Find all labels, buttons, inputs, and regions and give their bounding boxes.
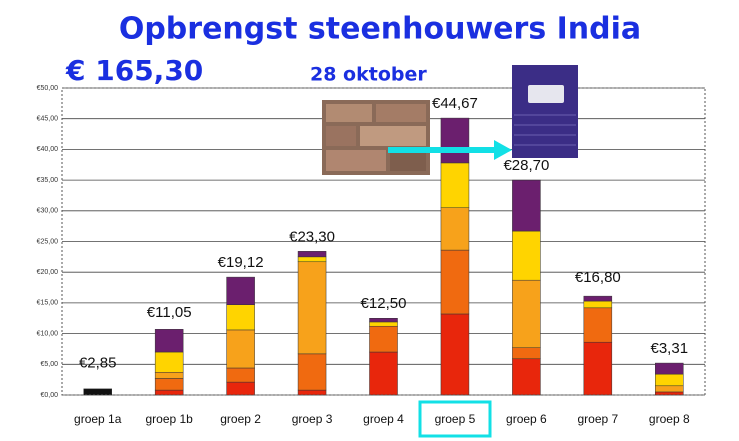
y-tick-label: €30,00 [37, 208, 59, 215]
y-tick-label: €15,00 [37, 300, 59, 307]
bar-segment [298, 262, 326, 354]
bar-segment [655, 363, 683, 374]
bar-segment [227, 277, 255, 305]
value-label: €2,85 [79, 354, 117, 371]
x-tick-label: groep 2 [220, 412, 261, 426]
bar-segment [227, 382, 255, 395]
bar-segment [370, 322, 398, 326]
bar-segment [155, 372, 183, 378]
bar-segment [370, 352, 398, 395]
bar-segment [584, 342, 612, 395]
bar-segment [298, 251, 326, 257]
y-tick-label: €40,00 [37, 146, 59, 153]
x-tick-label: groep 3 [292, 412, 333, 426]
bar-segment [370, 318, 398, 322]
bar-segment [584, 296, 612, 301]
bar-segment [441, 314, 469, 395]
bar-segment [298, 354, 326, 390]
y-tick-label: €25,00 [37, 238, 59, 245]
value-label: €16,80 [575, 269, 621, 286]
x-tick-label: groep 5 [435, 412, 476, 426]
value-label: €12,50 [361, 295, 407, 312]
bar-segment [441, 250, 469, 314]
bricks-photo [322, 100, 430, 175]
x-tick-label: groep 6 [506, 412, 547, 426]
bar-segment [155, 390, 183, 395]
y-tick-label: €45,00 [37, 116, 59, 123]
notebook-photo [512, 65, 578, 158]
x-tick-label: groep 1a [74, 412, 122, 426]
bar-segment [512, 180, 540, 231]
bar-segment [155, 329, 183, 352]
bar-segment [84, 389, 112, 395]
x-tick-label: groep 1b [145, 412, 193, 426]
bar-segment [227, 368, 255, 382]
bar-segment [512, 359, 540, 395]
bar-segment [441, 208, 469, 250]
bar-segment [584, 308, 612, 342]
y-tick-label: €20,00 [37, 269, 59, 276]
chart-title: Opbrengst steenhouwers India [119, 12, 641, 47]
x-tick-label: groep 8 [649, 412, 690, 426]
y-tick-label: €35,00 [37, 177, 59, 184]
bar-segment [441, 118, 469, 163]
bar-segment [155, 378, 183, 390]
bar-segment [441, 163, 469, 208]
y-tick-label: €50,00 [37, 85, 59, 92]
value-label: €28,70 [503, 157, 549, 174]
value-label: €23,30 [289, 228, 335, 245]
y-tick-label: €5,00 [40, 361, 58, 368]
value-label: €44,67 [432, 95, 478, 112]
bar-segment [155, 352, 183, 372]
value-label: €19,12 [218, 254, 264, 271]
bar-segment [227, 305, 255, 330]
bar-segment [655, 374, 683, 386]
bar-segment [298, 390, 326, 395]
bar-segment [512, 280, 540, 348]
value-label: €11,05 [147, 304, 192, 321]
bar-segment [370, 326, 398, 352]
bar-segment [584, 301, 612, 308]
total-annotation: € 165,30 [65, 54, 203, 87]
bar-segment [298, 257, 326, 262]
y-tick-label: €10,00 [37, 330, 59, 337]
x-tick-label: groep 7 [577, 412, 618, 426]
y-tick-label: €0,00 [40, 392, 58, 399]
bar-segment [512, 231, 540, 280]
bar-segment [227, 330, 255, 368]
x-tick-label: groep 4 [363, 412, 404, 426]
bar-segment [512, 348, 540, 359]
date-annotation: 28 oktober [310, 64, 427, 86]
bar-segment [655, 386, 683, 392]
chart: Opbrengst steenhouwers India € 165,30 28… [0, 0, 739, 441]
value-label: €3,31 [651, 340, 689, 357]
